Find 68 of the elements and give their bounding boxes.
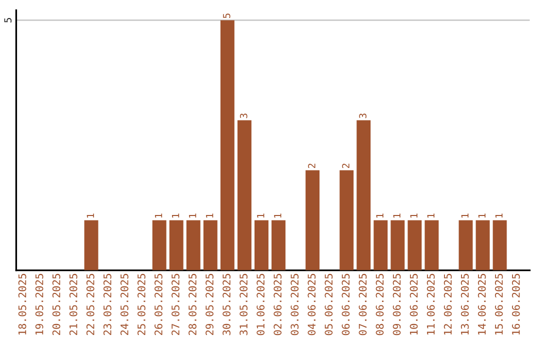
x-tick-label: 28.05.2025 (188, 274, 196, 336)
x-tick-label: 18.05.2025 (18, 274, 26, 335)
x-tick-label: 09.06.2025 (392, 274, 401, 336)
bar (237, 120, 252, 270)
x-tick-label: 06.06.2025 (342, 274, 350, 336)
x-tick-label: 15.06.2025 (494, 274, 503, 335)
bar (390, 220, 405, 270)
data-label: 1 (274, 214, 282, 218)
bar (492, 220, 507, 270)
x-tick-label: 23.05.2025 (103, 274, 112, 336)
x-tick-label: 03.06.2025 (290, 274, 299, 336)
data-label: 5 (223, 14, 230, 18)
bar (169, 220, 184, 270)
bar (408, 220, 422, 270)
data-label: 1 (427, 214, 434, 218)
bar (356, 120, 371, 270)
bar (340, 170, 354, 270)
bar (186, 220, 200, 270)
bar (152, 220, 166, 270)
x-tick-label: 22.05.2025 (86, 274, 94, 336)
data-label: 1 (495, 214, 502, 218)
data-label: 1 (154, 214, 162, 218)
x-tick-label: 19.05.2025 (35, 274, 44, 335)
x-tick-label: 29.05.2025 (206, 274, 214, 336)
x-tick-label: 20.05.2025 (52, 274, 60, 336)
x-tick-label: 11.06.2025 (426, 274, 435, 335)
data-label: 1 (172, 214, 180, 218)
data-label: 2 (308, 164, 316, 168)
bar (203, 220, 218, 270)
data-label: 1 (461, 214, 468, 218)
x-tick-label: 01.06.2025 (256, 274, 265, 336)
data-label: 3 (240, 114, 248, 118)
x-tick-label: 21.05.2025 (69, 274, 78, 336)
data-label: 1 (376, 214, 384, 218)
data-label: 1 (257, 214, 264, 218)
x-tick-label: 14.06.2025 (478, 274, 486, 335)
data-label: 1 (410, 214, 418, 218)
x-tick-label: 25.05.2025 (138, 274, 146, 336)
x-tick-label: 27.05.2025 (172, 274, 180, 336)
data-label: 1 (393, 214, 400, 218)
bar (254, 220, 268, 270)
bar (84, 220, 98, 270)
data-label: 1 (478, 214, 486, 218)
x-tick-label: 12.06.2025 (444, 274, 452, 335)
x-tick-label: 04.06.2025 (308, 274, 316, 336)
bar (306, 170, 320, 270)
x-tick-label: 10.06.2025 (410, 274, 418, 335)
x-tick-label: 07.06.2025 (358, 274, 367, 336)
x-tick-label: 02.06.2025 (274, 274, 282, 336)
bar (272, 220, 286, 270)
data-label: 2 (342, 164, 350, 168)
x-tick-label: 08.06.2025 (376, 274, 384, 336)
x-tick-label: 16.06.2025 (512, 274, 520, 335)
bar (374, 220, 388, 270)
x-tick-label: 05.06.2025 (324, 274, 333, 336)
bar (476, 220, 490, 270)
x-tick-label: 13.06.2025 (460, 274, 469, 335)
data-label: 1 (206, 214, 214, 218)
x-tick-label: 30.05.2025 (222, 274, 230, 336)
bar (458, 220, 473, 270)
data-label: 1 (86, 214, 94, 218)
x-tick-label: 26.05.2025 (154, 274, 162, 336)
bar (424, 220, 439, 270)
data-label: 1 (189, 214, 196, 218)
data-label: 3 (359, 114, 366, 118)
x-tick-label: 31.05.2025 (240, 274, 248, 336)
bar (220, 20, 234, 270)
x-tick-label: 24.05.2025 (120, 274, 128, 336)
